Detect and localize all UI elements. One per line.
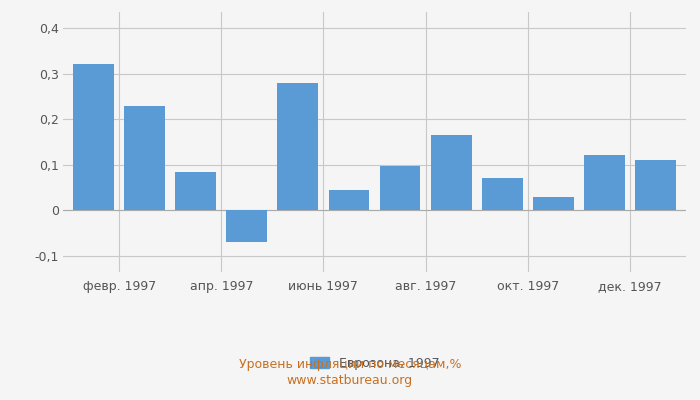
Bar — [175, 172, 216, 210]
Legend: Еврозона, 1997: Еврозона, 1997 — [304, 352, 444, 375]
Bar — [226, 210, 267, 242]
Bar — [584, 155, 624, 210]
Bar — [635, 160, 675, 210]
Text: Уровень инфляции по месяцам,%: Уровень инфляции по месяцам,% — [239, 358, 461, 371]
Bar — [74, 64, 114, 210]
Text: www.statbureau.org: www.statbureau.org — [287, 374, 413, 387]
Bar — [379, 166, 421, 210]
Bar — [277, 83, 318, 210]
Bar — [125, 106, 165, 210]
Bar — [430, 135, 472, 210]
Bar — [482, 178, 523, 210]
Bar — [328, 190, 370, 210]
Bar — [533, 197, 574, 210]
